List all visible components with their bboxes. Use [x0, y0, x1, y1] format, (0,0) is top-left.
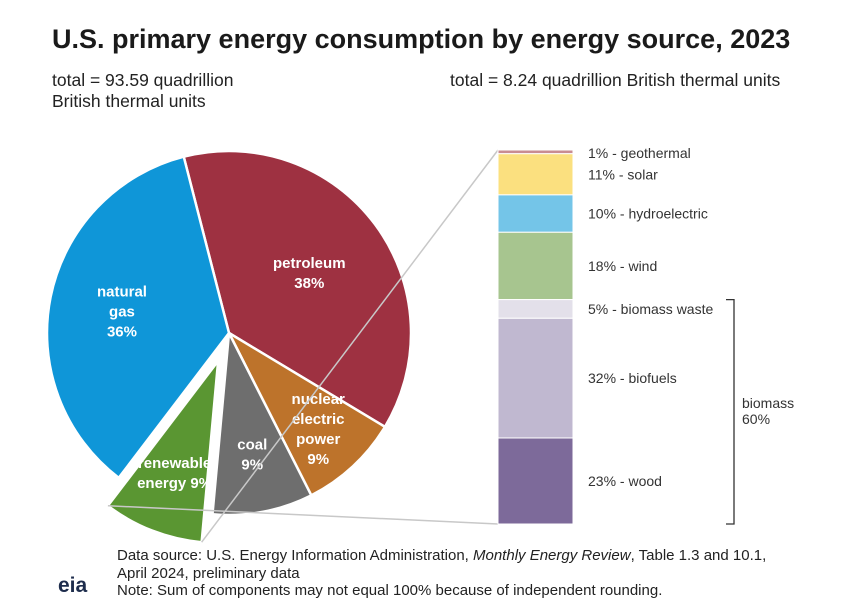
pie-chart: petroleum 38% nuclear electric power 9% coal 9%…	[45, 149, 413, 544]
bar-segment-hydroelectric	[497, 194, 574, 233]
footer-notes: Data source: U.S. Energy Information Adm…	[117, 547, 766, 600]
pie-total-line1: total = 93.59 quadrillion	[52, 70, 234, 90]
pie-label-coal: coal	[237, 437, 267, 454]
pie-label-nuclear-electric-power: electric	[292, 411, 345, 428]
pie-label-renewable-energy: energy 9%	[137, 475, 212, 492]
pie-label-petroleum: 38%	[294, 275, 324, 292]
pie-total-line2: British thermal units	[52, 91, 206, 111]
pie-label-natural-gas: natural	[97, 283, 147, 300]
pie-label-natural-gas: 36%	[107, 323, 137, 340]
pie-slice-nuclear-electric-power	[225, 329, 387, 498]
bar-segment-wood	[497, 437, 574, 525]
bar-label-biofuels: 32% - biofuels	[588, 370, 677, 386]
footer-source-suffix: , Table 1.3 and 10.1,	[630, 547, 767, 564]
pie-slice-renewable-energy	[106, 356, 220, 544]
pie-label-petroleum: petroleum	[273, 255, 346, 272]
bar-label-geothermal: 1% - geothermal	[588, 145, 691, 161]
footer-source-title: Monthly Energy Review	[473, 547, 631, 564]
chart-title: U.S. primary energy consumption by energ…	[52, 24, 791, 54]
footer-source-prefix: Data source: U.S. Energy Information Adm…	[117, 547, 473, 564]
pie-label-nuclear-electric-power: nuclear	[292, 391, 346, 408]
biomass-bracket-label: biomass	[742, 395, 794, 411]
bar-segment-solar	[497, 153, 574, 196]
bar-label-wind: 18% - wind	[588, 258, 657, 274]
bar-label-solar: 11% - solar	[588, 166, 658, 182]
pie-label-natural-gas: gas	[109, 303, 135, 320]
connector-lines	[107, 149, 499, 543]
bar-label-wood: 23% - wood	[588, 473, 662, 489]
biomass-bracket-label: 60%	[742, 411, 770, 427]
eia-logo: eia	[58, 574, 88, 597]
pie-slice-petroleum	[182, 149, 413, 429]
pie-label-nuclear-electric-power: 9%	[307, 451, 329, 468]
footer-source-line: Data source: U.S. Energy Information Adm…	[117, 547, 766, 565]
connector-line-bottom	[107, 505, 499, 525]
stacked-bar-chart: 1% - geothermal 11% - solar 10% - hydroele…	[497, 145, 794, 525]
footer-date-line: April 2024, preliminary data	[117, 564, 300, 582]
pie-slice-coal	[211, 328, 313, 517]
pie-label-coal: 9%	[241, 457, 263, 474]
biomass-bracket	[726, 298, 735, 525]
bar-segment-biofuels	[497, 317, 574, 439]
bar-segment-wind	[497, 231, 574, 301]
bar-label-biomass-waste: 5% - biomass waste	[588, 301, 713, 317]
bar-total: total = 8.24 quadrillion British thermal…	[450, 70, 781, 90]
connector-line-top	[201, 149, 499, 543]
footer-note-line: Note: Sum of components may not equal 10…	[117, 582, 663, 599]
pie-total: total = 93.59 quadrillion British therma…	[52, 70, 233, 112]
pie-label-renewable-energy: renewable	[138, 455, 211, 472]
bar-label-hydroelectric: 10% - hydroelectric	[588, 206, 708, 222]
bar-segment-geothermal	[497, 149, 574, 155]
pie-slice-natural-gas	[45, 155, 231, 480]
pie-label-nuclear-electric-power: power	[296, 431, 340, 448]
bar-segment-biomass-waste	[497, 299, 574, 319]
